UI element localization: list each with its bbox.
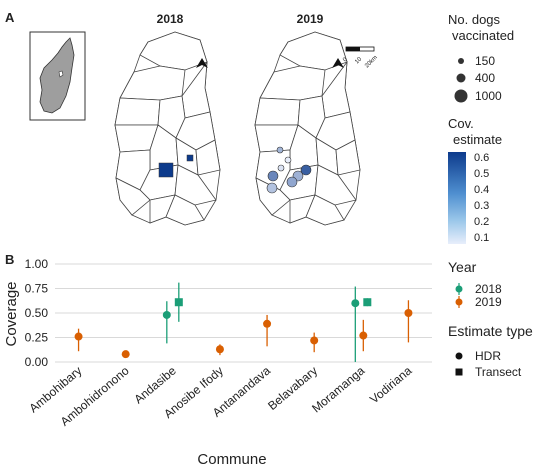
- map-2019-circle-7: [286, 176, 298, 188]
- point-2019-hdr-anosibe-ifody: [215, 345, 224, 354]
- map-2019-circle-6: [300, 164, 312, 176]
- x-axis-title: Commune: [197, 451, 266, 468]
- year-legend-label-2019: 2019: [475, 295, 502, 309]
- map-2019-circle-0: [276, 146, 284, 154]
- scale-tick-20km: 20km: [364, 55, 379, 70]
- point-2019-hdr-antanandava: [263, 319, 272, 328]
- x-tick-label: Moramanga: [309, 363, 367, 415]
- type-legend-title: Estimate type: [448, 323, 533, 339]
- size-legend-label-1000: 1000: [475, 89, 502, 103]
- point-2018-hdr-moramanga: [351, 299, 360, 308]
- type-legend-marker-transect: [455, 368, 463, 376]
- north-arrow-2018-icon: [196, 58, 208, 68]
- scale-tick-0: 0: [342, 56, 349, 63]
- y-tick-label: 0.00: [25, 355, 49, 369]
- y-axis-title: Coverage: [3, 281, 20, 346]
- district-map-2018: [114, 31, 221, 226]
- panel-a-label: A: [5, 10, 15, 25]
- y-tick-label: 0.50: [25, 306, 49, 320]
- map-2018-square-0: [158, 162, 174, 178]
- size-legend-title-line1: No. dogs: [448, 12, 501, 27]
- color-legend-tick-2: 0.4: [474, 184, 489, 196]
- point-2019-hdr-ambohidronono: [121, 350, 130, 359]
- map-title-2019: 2019: [297, 12, 324, 26]
- scale-bar: 0 10 20km: [342, 46, 379, 70]
- map-2019-circle-4: [277, 164, 285, 172]
- point-2019-hdr-vodiriana: [404, 309, 413, 317]
- type-legend-label-hdr: HDR: [475, 349, 501, 363]
- point-2018-transect-moramanga: [363, 298, 372, 307]
- y-tick-labels: 0.00 0.25 0.50 0.75 1.00: [25, 257, 49, 369]
- y-tick-label: 1.00: [25, 257, 49, 271]
- x-tick-label: Andasibe: [131, 363, 179, 406]
- color-legend-tick-3: 0.3: [474, 200, 489, 212]
- madagascar-inset: [29, 31, 86, 121]
- size-legend-marker-1000: [454, 89, 468, 103]
- year-legend-label-2018: 2018: [475, 282, 502, 296]
- estimate-type-legend: Estimate type HDR Transect: [448, 323, 533, 379]
- year-legend: Year 2018 2019: [448, 259, 502, 309]
- color-legend-title-line2: estimate: [453, 132, 502, 147]
- coverage-plot: 0.00 0.25 0.50 0.75 1.00 AmbohibaryAmbohidro…: [25, 257, 432, 429]
- color-legend-bar: [448, 152, 466, 244]
- point-2018-hdr-andasibe: [162, 310, 171, 319]
- point-2018-transect-andasibe: [174, 298, 183, 307]
- size-legend-marker-400: [456, 73, 466, 83]
- color-legend-tick-0: 0.6: [474, 152, 489, 164]
- data-marks: [74, 282, 413, 362]
- size-legend-label-400: 400: [475, 71, 495, 85]
- point-2019-hdr-ambohibary: [74, 332, 83, 341]
- north-arrow-2019-icon: [332, 58, 344, 68]
- point-2019-hdr-moramanga: [359, 331, 368, 340]
- map-markers: [158, 146, 312, 194]
- grid-lines: [55, 263, 432, 363]
- year-legend-marker-2018: [455, 285, 463, 293]
- y-tick-label: 0.75: [25, 282, 49, 296]
- x-tick-label: Vodiriana: [367, 363, 415, 406]
- year-legend-title: Year: [448, 259, 477, 275]
- map-2019-circle-5: [266, 182, 278, 194]
- panel-b-label: B: [5, 252, 14, 267]
- color-legend-tick-4: 0.2: [474, 216, 489, 228]
- map-2019-circle-2: [267, 170, 279, 182]
- year-legend-marker-2019: [455, 298, 463, 306]
- y-tick-label: 0.25: [25, 331, 49, 345]
- size-legend-title-line2: vaccinated: [452, 28, 514, 43]
- size-legend-label-150: 150: [475, 54, 495, 68]
- map-2018-square-1: [186, 154, 194, 162]
- size-legend: No. dogs vaccinated 150 400 1000: [448, 12, 514, 103]
- color-legend-tick-5: 0.1: [474, 232, 489, 244]
- scale-tick-10: 10: [354, 56, 363, 65]
- color-legend: Cov. estimate 0.6 0.5 0.4 0.3 0.2 0.1: [448, 116, 502, 244]
- color-legend-title-line1: Cov.: [448, 116, 474, 131]
- color-legend-tick-1: 0.5: [474, 168, 489, 180]
- type-legend-label-transect: Transect: [475, 365, 522, 379]
- size-legend-marker-150: [458, 58, 464, 64]
- map-title-2018: 2018: [157, 12, 184, 26]
- point-2019-hdr-belavabary: [310, 336, 319, 345]
- type-legend-marker-hdr: [455, 352, 463, 360]
- map-2019-circle-1: [284, 156, 292, 164]
